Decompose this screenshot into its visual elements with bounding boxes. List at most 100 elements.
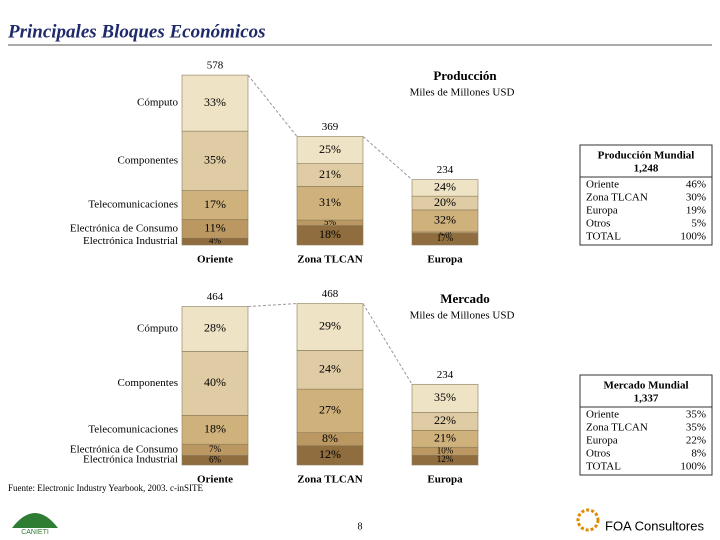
summary-row-name: Europa: [586, 205, 618, 217]
segment-label: 5%: [324, 217, 337, 227]
summary-row-value: 100%: [680, 461, 706, 473]
bar-segment: [181, 130, 249, 191]
bar-segment: [296, 303, 364, 351]
logo-shape: [12, 513, 58, 528]
bar-segment: [181, 306, 249, 352]
total-label: 464: [207, 291, 224, 303]
category-label: Zona TLCAN: [297, 254, 363, 266]
segment-label: 35%: [204, 153, 226, 167]
summary-row-value: 19%: [686, 205, 706, 217]
summary-title: Mercado Mundial: [603, 380, 688, 392]
summary-row-name: Zona TLCAN: [586, 192, 648, 204]
series-label: Electrónica de Consumo: [70, 443, 179, 455]
summary-box: [579, 374, 713, 476]
segment-label: 17%: [437, 233, 454, 243]
summary-row-name: Oriente: [586, 409, 619, 421]
series-label: Electrónica Industrial: [83, 454, 178, 466]
total-label: 468: [322, 288, 339, 300]
segment-label: 35%: [434, 390, 456, 404]
series-label: Electrónica de Consumo: [70, 222, 179, 234]
logo: CANIETI: [12, 513, 58, 536]
segment-label: 6%: [209, 454, 222, 464]
segment-label: 8%: [322, 431, 338, 445]
summary-row-value: 22%: [686, 435, 706, 447]
series-label: Cómputo: [137, 97, 178, 109]
segment-label: 27%: [319, 403, 341, 417]
total-label: 234: [437, 164, 454, 176]
segment-label: 24%: [319, 361, 341, 375]
series-label: Cómputo: [137, 322, 178, 334]
summary-row-value: 100%: [680, 231, 706, 243]
segment-label: 31%: [319, 195, 341, 209]
segment-label: 12%: [437, 454, 454, 464]
summary-row-name: Oriente: [586, 179, 619, 191]
segment-label: 4%: [209, 236, 222, 246]
bar-segment: [181, 415, 249, 445]
source: Fuente: Electronic Industry Yearbook, 20…: [8, 483, 203, 493]
segment-label: 32%: [434, 213, 456, 227]
segment-label: 7%: [209, 444, 222, 454]
summary-title: Producción Mundial: [598, 150, 695, 162]
summary-row-name: Zona TLCAN: [586, 422, 648, 434]
segment-label: 22%: [434, 413, 456, 427]
segment-label: 29%: [319, 319, 341, 333]
summary-row-value: 35%: [686, 409, 706, 421]
connector: [362, 303, 413, 385]
segment-label: 21%: [319, 167, 341, 181]
summary-row-value: 30%: [686, 192, 706, 204]
segment-label: 28%: [204, 321, 226, 335]
summary-row-name: Europa: [586, 435, 618, 447]
segment-label: 18%: [204, 422, 226, 436]
chart-title: Mercado: [440, 291, 490, 306]
summary-row-name: TOTAL: [586, 231, 621, 243]
category-label: Oriente: [197, 474, 233, 486]
total-label: 369: [322, 121, 339, 133]
category-label: Oriente: [197, 254, 233, 266]
bar-segment: [296, 388, 364, 434]
segment-label: 10%: [437, 445, 454, 455]
bar-segment: [411, 383, 479, 413]
chart-subtitle: Miles de Millones USD: [410, 310, 515, 322]
summary-row-name: Otros: [586, 448, 610, 460]
segment-label: 17%: [204, 197, 226, 211]
segment-label: 40%: [204, 375, 226, 389]
bar-segment: [296, 186, 364, 221]
segment-label: 11%: [204, 221, 226, 235]
segment-label: 33%: [204, 95, 226, 109]
segment-label: 24%: [434, 180, 456, 194]
bar-segment: [296, 350, 364, 390]
summary-total: 1,248: [634, 163, 659, 175]
brand-icon: [576, 508, 600, 532]
brand: FOA Consultores: [576, 508, 704, 533]
connector: [362, 136, 413, 181]
summary-total: 1,337: [634, 393, 659, 405]
bar-segment: [181, 74, 249, 132]
bar-segment: [181, 190, 249, 220]
brand-text: FOA Consultores: [605, 518, 704, 533]
category-label: Zona TLCAN: [297, 474, 363, 486]
series-label: Componentes: [118, 154, 179, 166]
logo-text: CANIETI: [21, 529, 49, 536]
summary-row-value: 8%: [691, 448, 706, 460]
bar-segment: [181, 351, 249, 416]
segment-label: 12%: [319, 447, 341, 461]
summary-row-value: 35%: [686, 422, 706, 434]
category-label: Europa: [427, 254, 463, 266]
summary-row-value: 5%: [691, 218, 706, 230]
series-label: Electrónica Industrial: [83, 235, 178, 247]
series-label: Telecomunicaciones: [88, 199, 178, 211]
segment-label: 21%: [434, 431, 456, 445]
total-label: 578: [207, 60, 224, 72]
page-number: 8: [358, 521, 363, 532]
summary-box: [579, 144, 713, 246]
chart-subtitle: Miles de Millones USD: [410, 87, 515, 99]
segment-label: 18%: [319, 227, 341, 241]
series-label: Componentes: [118, 377, 179, 389]
slide-title: Principales Bloques Económicos: [7, 21, 266, 42]
summary-row-name: Otros: [586, 218, 610, 230]
connector: [247, 303, 298, 308]
total-label: 234: [437, 369, 454, 381]
category-label: Europa: [427, 474, 463, 486]
summary-row-value: 46%: [686, 179, 706, 191]
